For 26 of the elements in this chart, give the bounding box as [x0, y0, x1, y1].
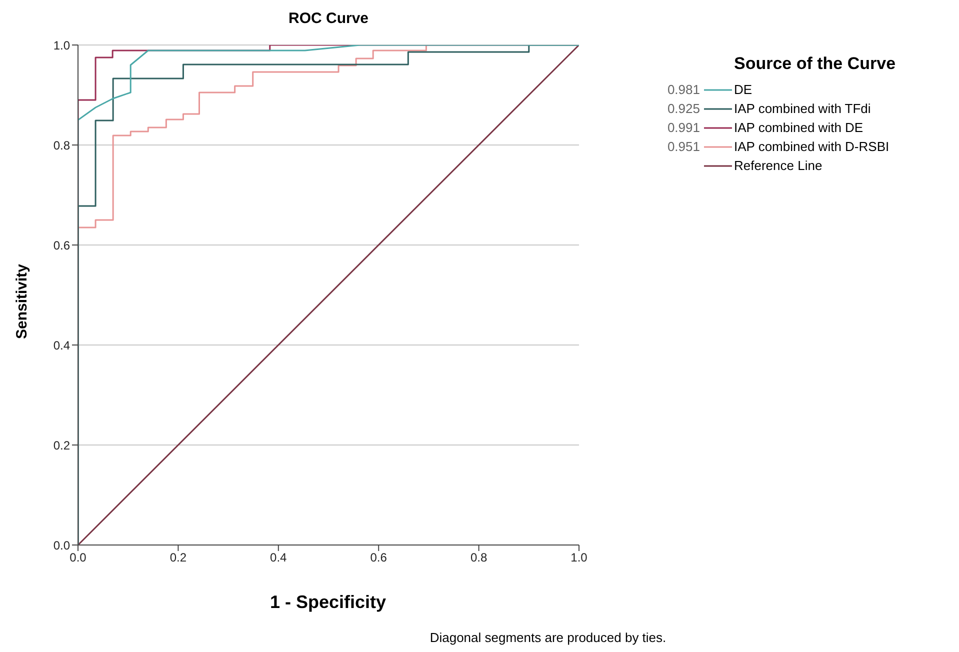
y-tick-label: 0.2 — [53, 438, 70, 452]
x-tick-label: 1.0 — [570, 550, 588, 565]
legend-label: Reference Line — [734, 158, 822, 173]
x-tick-label: 0.2 — [170, 550, 187, 565]
y-tick-label: 1.0 — [53, 38, 70, 52]
chart-title: ROC Curve — [287, 10, 370, 27]
x-tick-label: 0.0 — [70, 550, 87, 565]
legend-label: IAP combined with TFdi — [734, 101, 871, 116]
y-tick-label: 0.6 — [53, 238, 70, 252]
text: 0.925 — [666, 101, 700, 116]
legend-label: IAP combined with DE — [734, 120, 864, 135]
x-axis-title: 1 - Specificity — [268, 592, 388, 613]
legend-title: Source of the Curve — [734, 54, 896, 74]
text: 0.991 — [666, 120, 700, 135]
text: Diagonal segments are produced by ties. — [428, 630, 668, 645]
y-tick-label: 0.4 — [53, 338, 70, 352]
text: 0.951 — [666, 139, 700, 154]
x-tick-label: 0.6 — [370, 550, 388, 565]
x-tick-label: 0.8 — [470, 550, 488, 565]
y-axis-title: Sensitivity — [14, 262, 30, 342]
legend-label: IAP combined with D-RSBI — [734, 139, 890, 154]
y-tick-label: 0.8 — [53, 138, 70, 152]
legend-label: DE — [734, 82, 752, 97]
text: 0.981 — [666, 82, 700, 97]
x-tick-label: 0.4 — [270, 550, 288, 565]
y-tick-label: 0.0 — [53, 538, 70, 552]
